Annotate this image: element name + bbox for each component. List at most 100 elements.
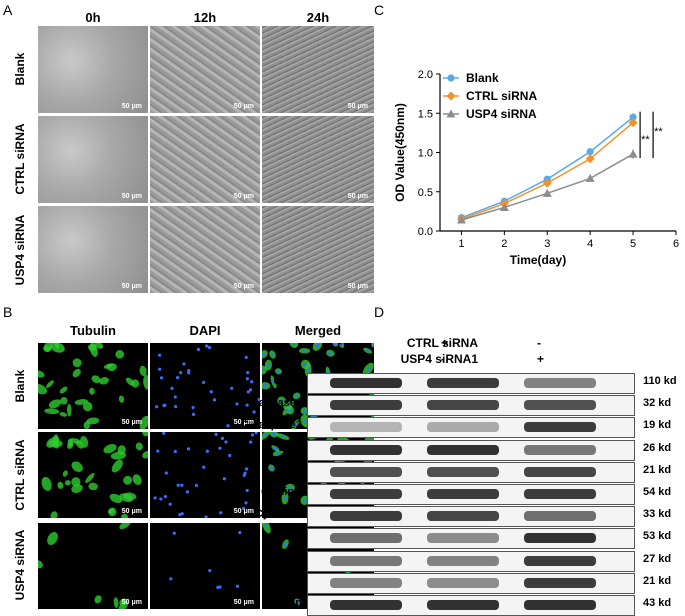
data-point xyxy=(499,202,509,211)
protein-label: P27 xyxy=(282,552,302,565)
protein-label: Bax xyxy=(281,463,302,476)
blot-band xyxy=(330,400,402,411)
blot-band xyxy=(427,489,499,499)
panel-label-c: C xyxy=(374,2,385,18)
molecular-weight-label: 53 kd xyxy=(643,530,672,543)
blot-band xyxy=(427,378,499,388)
y-tick-label: 1.0 xyxy=(418,148,433,160)
micrograph-a-ctrl-0h: 50 μm xyxy=(38,116,148,203)
blot-band xyxy=(427,400,499,411)
molecular-weight-label: 27 kd xyxy=(643,552,672,565)
blot-strip xyxy=(307,439,635,461)
row-label-usp4: USP4 siRNA xyxy=(13,214,27,286)
protein-label: P21 xyxy=(282,574,302,587)
fluor-b-ctrl-tubulin: 50 μm xyxy=(38,432,148,518)
blot-band xyxy=(524,444,596,455)
blot-band xyxy=(524,400,596,411)
blot-band xyxy=(330,378,402,388)
blot-band xyxy=(524,466,596,477)
molecular-weight-label: 21 kd xyxy=(643,574,672,587)
y-tick-label: 2.0 xyxy=(418,69,433,81)
y-tick-label: 1.5 xyxy=(418,108,433,120)
data-point xyxy=(629,113,637,121)
blot-band xyxy=(330,422,402,433)
fluor-b-ctrl-dapi: 50 μm xyxy=(150,432,260,518)
protein-label: CyclinD1 xyxy=(254,508,302,521)
row-label-b-ctrl: CTRL siRNA xyxy=(13,439,27,511)
x-tick-label: 4 xyxy=(587,238,593,250)
od-growth-chart: 0.0 0.5 1.0 1.5 2.0 1 2 3 4 5 6 Time(day) OD Value(4… xyxy=(393,69,679,267)
panel-label-b: B xyxy=(3,304,13,320)
molecular-weight-label: 26 kd xyxy=(643,441,672,454)
treatment-sign: - xyxy=(338,336,342,350)
blot-band xyxy=(330,533,402,544)
micrograph-a-usp4-24h: 50 μm xyxy=(262,206,374,293)
protein-label: P53 xyxy=(282,530,302,543)
molecular-weight-label: 21 kd xyxy=(643,463,672,476)
row-label-b-usp4: USP4 siRNA xyxy=(13,529,27,601)
blot-strip xyxy=(307,461,635,483)
blot-band xyxy=(524,511,596,522)
molecular-weight-label: 33 kd xyxy=(643,508,672,521)
protein-label: β-actin xyxy=(265,597,302,609)
x-tick-label: 1 xyxy=(458,238,464,250)
fluor-b-blank-tubulin: 50 μm xyxy=(38,343,148,429)
x-axis-label: Time(day) xyxy=(510,253,566,267)
micrograph-a-usp4-0h: 50 μm xyxy=(38,206,148,293)
blot-band xyxy=(330,444,402,455)
blot-band xyxy=(524,422,596,433)
legend-label: Blank xyxy=(466,71,499,85)
molecular-weight-label: 19 kd xyxy=(643,419,672,432)
treatment-sign: - xyxy=(537,336,541,350)
row-label-blank: Blank xyxy=(13,52,27,86)
x-tick-label: 5 xyxy=(630,238,636,250)
row-label-b-blank: Blank xyxy=(13,369,27,403)
header-ctrl-sirna: CTRL siRNA xyxy=(406,336,478,350)
sig-annotation-1: ** xyxy=(641,134,650,146)
blot-band xyxy=(427,422,499,433)
legend-label: CTRL siRNA xyxy=(466,89,537,103)
molecular-weight-label: 54 kd xyxy=(643,486,672,498)
data-point xyxy=(628,149,638,158)
fluor-b-usp4-tubulin: 50 μm xyxy=(38,523,148,609)
legend-marker xyxy=(447,74,455,82)
data-point xyxy=(542,178,552,188)
y-axis-label: OD Value(450nm) xyxy=(393,103,407,202)
blot-band xyxy=(524,533,596,544)
panel-label-d: D xyxy=(374,304,385,320)
blot-strip xyxy=(307,395,635,417)
blot-band xyxy=(427,577,499,588)
blot-band xyxy=(524,577,596,588)
blot-band xyxy=(427,533,499,544)
blot-strip xyxy=(307,528,635,550)
micrograph-a-blank-12h: 50 μm xyxy=(150,26,260,113)
blot-strip xyxy=(307,484,635,505)
blot-strip xyxy=(307,417,635,439)
legend-marker xyxy=(446,91,456,101)
molecular-weight-label: 110 kd xyxy=(643,375,677,387)
x-tick-label: 2 xyxy=(501,238,507,250)
fluor-b-usp4-dapi: 50 μm xyxy=(150,523,260,609)
blot-band xyxy=(524,489,596,499)
y-tick-label: 0.5 xyxy=(418,187,433,199)
molecular-weight-label: 43 kd xyxy=(643,597,672,609)
treatment-sign: - xyxy=(338,352,342,366)
blot-band xyxy=(330,489,402,499)
data-point xyxy=(586,148,594,156)
col-header-tubulin: Tubulin xyxy=(70,323,116,338)
x-tick-label: 6 xyxy=(673,238,679,250)
blot-band xyxy=(427,444,499,455)
micrograph-a-blank-0h: 50 μm xyxy=(38,26,148,113)
micrograph-a-ctrl-24h: 50 μm xyxy=(262,116,374,203)
data-point xyxy=(585,154,595,164)
blot-band xyxy=(524,600,596,610)
col-header-24h: 24h xyxy=(306,10,330,25)
micrograph-a-usp4-12h: 50 μm xyxy=(150,206,260,293)
blot-band xyxy=(330,600,402,610)
data-point xyxy=(585,173,595,182)
legend-marker xyxy=(446,109,456,118)
col-header-dapi: DAPI xyxy=(189,323,221,338)
x-tick-label: 3 xyxy=(544,238,550,250)
blot-band xyxy=(427,511,499,522)
micrograph-a-blank-24h: 50 μm xyxy=(262,26,374,113)
